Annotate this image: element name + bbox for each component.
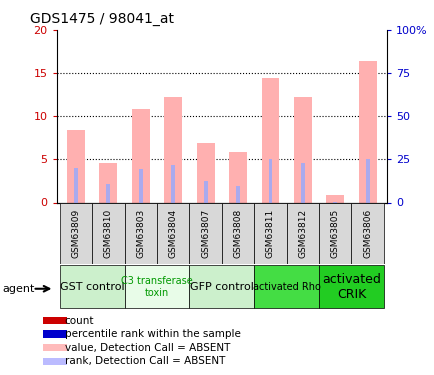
Bar bbox=[67, 130, 85, 203]
Text: agent: agent bbox=[2, 284, 34, 294]
Bar bbox=[365, 159, 369, 202]
Bar bbox=[157, 202, 189, 264]
Bar bbox=[319, 202, 351, 264]
Bar bbox=[138, 169, 142, 202]
Text: GSM63804: GSM63804 bbox=[168, 209, 178, 258]
Text: GSM63805: GSM63805 bbox=[330, 209, 339, 258]
Bar bbox=[106, 184, 110, 202]
Text: value, Detection Call = ABSENT: value, Detection Call = ABSENT bbox=[65, 343, 230, 353]
Bar bbox=[132, 110, 149, 202]
Bar bbox=[254, 202, 286, 264]
Bar bbox=[358, 61, 376, 202]
Bar bbox=[326, 195, 343, 202]
Bar bbox=[124, 202, 157, 264]
Bar bbox=[254, 265, 319, 309]
Bar bbox=[59, 265, 124, 309]
Text: C3 transferase
toxin: C3 transferase toxin bbox=[121, 276, 192, 298]
Bar bbox=[319, 265, 383, 309]
Text: GST control: GST control bbox=[60, 282, 124, 292]
Text: GSM63810: GSM63810 bbox=[104, 209, 113, 258]
Text: GSM63806: GSM63806 bbox=[362, 209, 372, 258]
Text: GFP control: GFP control bbox=[190, 282, 253, 292]
Bar bbox=[92, 202, 124, 264]
Bar bbox=[59, 202, 92, 264]
Text: GSM63807: GSM63807 bbox=[201, 209, 210, 258]
Bar bbox=[293, 97, 311, 202]
Bar bbox=[236, 186, 240, 202]
Bar bbox=[300, 163, 304, 202]
Text: GDS1475 / 98041_at: GDS1475 / 98041_at bbox=[30, 12, 174, 26]
Bar bbox=[351, 202, 383, 264]
Bar bbox=[164, 97, 182, 202]
Bar bbox=[43, 358, 66, 365]
Bar bbox=[286, 202, 319, 264]
Bar bbox=[196, 143, 214, 202]
Bar bbox=[261, 78, 279, 203]
Text: count: count bbox=[65, 315, 94, 326]
Bar bbox=[268, 159, 272, 202]
Text: activated Rho: activated Rho bbox=[252, 282, 320, 292]
Bar bbox=[43, 344, 66, 351]
Text: GSM63803: GSM63803 bbox=[136, 209, 145, 258]
Bar bbox=[124, 265, 189, 309]
Bar bbox=[221, 202, 254, 264]
Text: activated
CRIK: activated CRIK bbox=[321, 273, 380, 301]
Text: GSM63809: GSM63809 bbox=[71, 209, 80, 258]
Bar bbox=[99, 163, 117, 202]
Bar bbox=[189, 202, 221, 264]
Bar bbox=[203, 181, 207, 203]
Bar bbox=[189, 265, 254, 309]
Text: GSM63812: GSM63812 bbox=[298, 209, 307, 258]
Bar bbox=[43, 317, 66, 324]
Text: percentile rank within the sample: percentile rank within the sample bbox=[65, 329, 240, 339]
Bar bbox=[74, 168, 78, 202]
Bar bbox=[171, 165, 175, 202]
Text: GSM63808: GSM63808 bbox=[233, 209, 242, 258]
Bar bbox=[229, 153, 247, 203]
Bar bbox=[43, 330, 66, 338]
Text: rank, Detection Call = ABSENT: rank, Detection Call = ABSENT bbox=[65, 356, 224, 366]
Text: GSM63811: GSM63811 bbox=[265, 209, 274, 258]
